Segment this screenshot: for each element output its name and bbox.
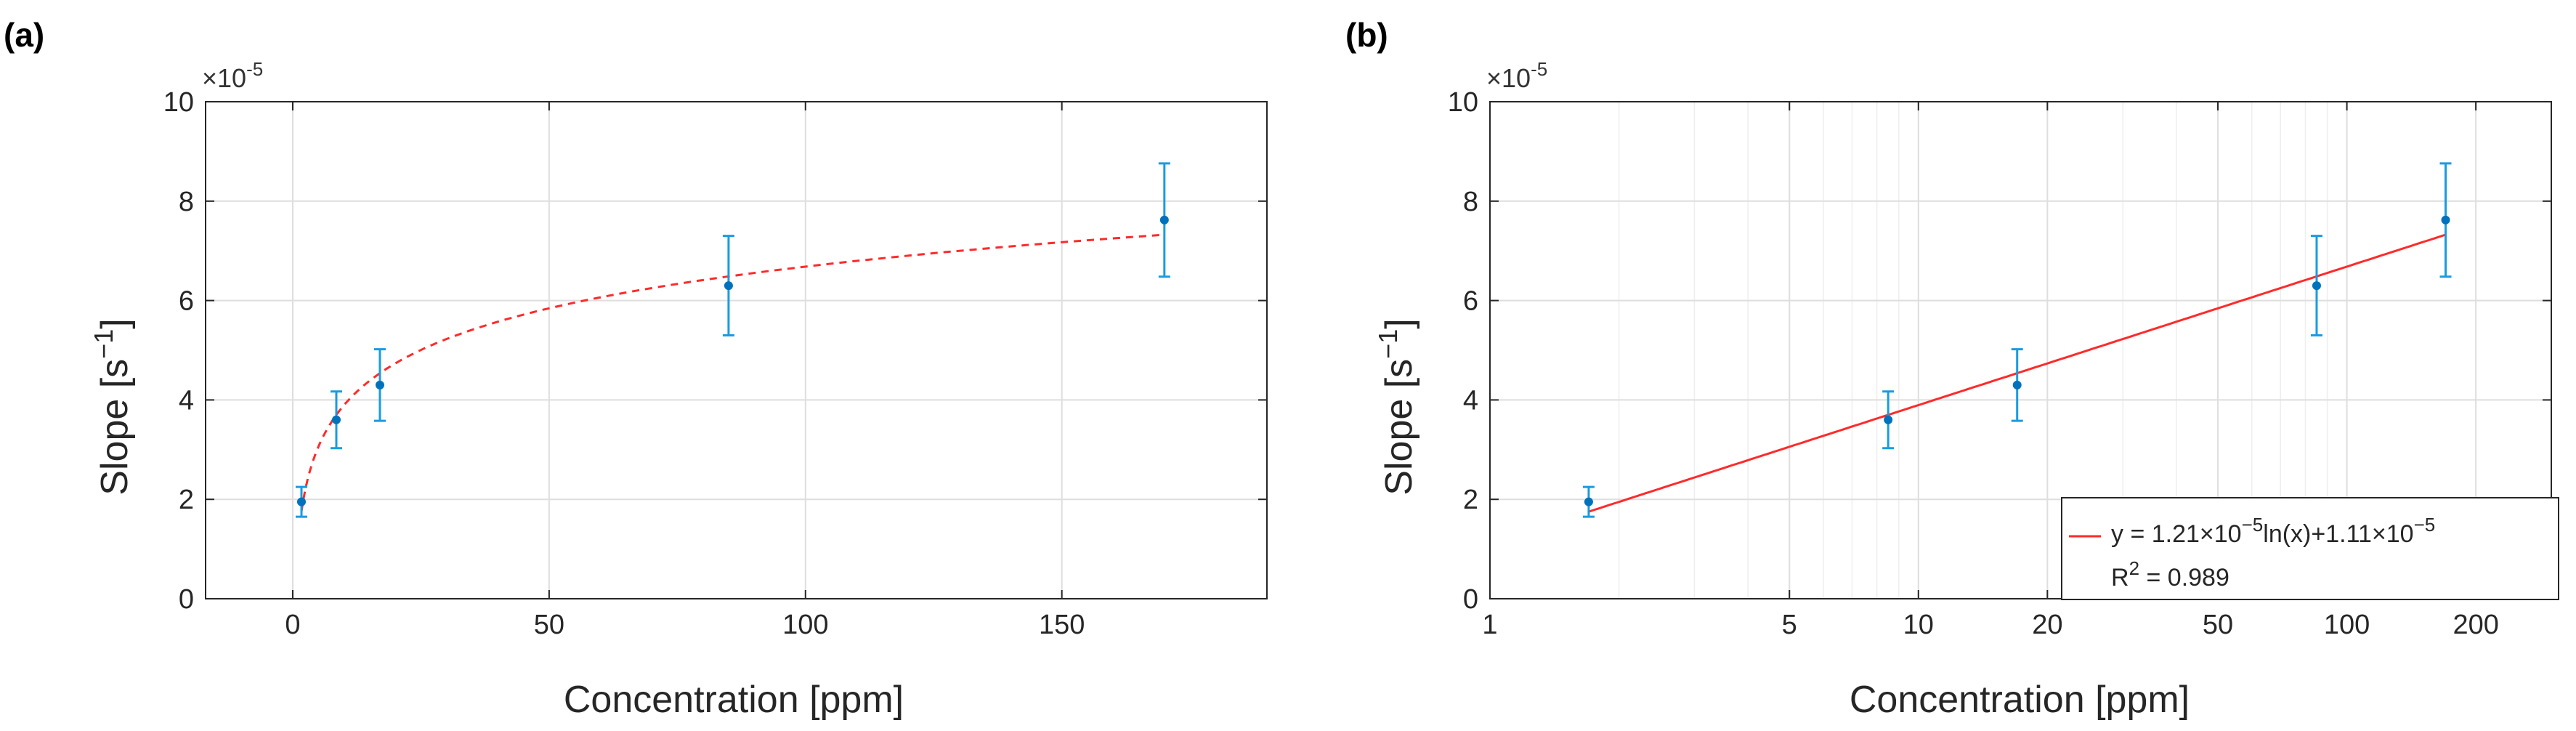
panel-b-x-axis-label: Concentration [ppm] [1850, 679, 2190, 721]
a-x-tick-label: 100 [782, 610, 828, 640]
panel-b-points [1582, 162, 2452, 518]
panel-a-curves [300, 233, 1165, 512]
b-x-tick-label: 5 [1782, 610, 1797, 640]
b-y-tick-label: 4 [1463, 385, 1478, 416]
b-y-tick-label: 8 [1463, 187, 1478, 217]
a-y-tick-label: 4 [179, 385, 194, 416]
a-x-tick-label: 0 [285, 610, 300, 640]
a-y-tick-label: 2 [179, 485, 194, 515]
a-data-point [331, 415, 341, 424]
panel-a-points [295, 162, 1170, 518]
panel-a-y-multiplier: ×10-5 [202, 58, 263, 93]
a-data-point [296, 497, 306, 506]
panel-a-y-ticks: 0 2 4 6 8 10 [163, 87, 1267, 615]
panel-b: (b) 1 5 10 20 50 100 200 0 2 4 6 8 10 ×10-5 Concent… [1345, 16, 2559, 721]
panel-a-label: (a) [4, 16, 44, 54]
panel-a: (a) 0 50 100 150 0 2 4 6 8 10 ×10-5 Concentratio… [4, 16, 1268, 721]
panel-b-y-multiplier: ×10-5 [1486, 58, 1547, 93]
a-fit-line [300, 233, 1165, 512]
b-data-point [2441, 215, 2450, 225]
legend-r-squared: R2 = 0.989 [2111, 557, 2229, 591]
panel-a-axes-box [205, 101, 1268, 599]
b-y-tick-label: 10 [1448, 87, 1478, 118]
b-x-tick-label: 20 [2032, 610, 2062, 640]
b-data-point [1584, 497, 1593, 506]
b-y-tick-label: 0 [1463, 584, 1478, 615]
b-x-tick-label: 200 [2453, 610, 2498, 640]
legend-equation: y = 1.21×10−5ln(x)+1.11×10−5 [2111, 514, 2435, 548]
a-data-point [375, 380, 384, 389]
a-y-tick-label: 10 [163, 87, 194, 118]
a-data-point [1159, 215, 1169, 225]
panel-a-grid [206, 101, 1267, 599]
b-x-tick-label: 10 [1903, 610, 1934, 640]
panel-b-label: (b) [1345, 16, 1388, 54]
panel-b-axes-box [1489, 101, 2552, 599]
b-x-tick-label: 50 [2203, 610, 2233, 640]
a-y-tick-label: 0 [179, 584, 194, 615]
a-y-tick-label: 8 [179, 187, 194, 217]
a-data-point [724, 281, 733, 291]
b-y-tick-label: 2 [1463, 485, 1478, 515]
panel-b-y-axis-label: Slope [s−1] [1373, 318, 1420, 495]
b-y-tick-label: 6 [1463, 286, 1478, 317]
a-y-tick-label: 6 [179, 286, 194, 317]
a-x-tick-label: 50 [534, 610, 564, 640]
b-data-point [2012, 380, 2022, 389]
panel-b-y-ticks: 0 2 4 6 8 10 [1448, 87, 2551, 615]
panel-a-y-axis-label: Slope [s−1] [89, 318, 136, 495]
panel-a-x-ticks: 0 50 100 150 [285, 102, 1085, 640]
panel-a-x-axis-label: Concentration [ppm] [564, 679, 904, 721]
legend-box [2061, 497, 2559, 600]
panel-b-x-ticks: 1 5 10 20 50 100 200 [1482, 102, 2499, 640]
panel-b-legend: y = 1.21×10−5ln(x)+1.11×10−5 R2 = 0.989 [2061, 497, 2559, 600]
b-data-point [1884, 415, 1893, 424]
b-data-point [2312, 281, 2321, 291]
b-x-tick-label: 1 [1482, 610, 1497, 640]
b-x-tick-label: 100 [2324, 610, 2370, 640]
a-x-tick-label: 150 [1039, 610, 1085, 640]
